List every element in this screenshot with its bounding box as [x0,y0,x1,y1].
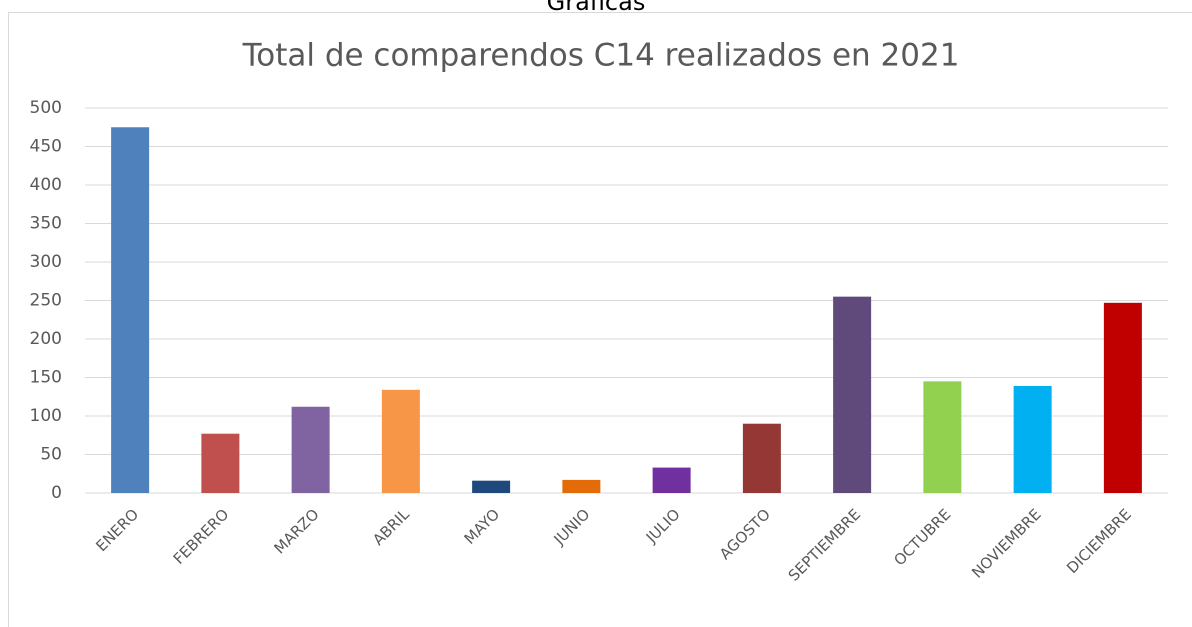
y-tick-label: 100 [30,406,62,426]
x-tick-label: MAYO [461,505,504,548]
bar [923,381,962,493]
y-tick-label: 350 [30,214,62,234]
x-tick-label: NOVIEMBRE [968,505,1044,581]
x-tick-label: MARZO [271,505,323,557]
bar [291,406,330,493]
bar [562,479,601,493]
chart-title: Total de comparendos C14 realizados en 2… [242,38,960,74]
y-tick-label: 150 [30,368,62,388]
x-tick-label: SEPTIEMBRE [785,505,864,584]
bar [111,127,150,493]
bar [652,467,691,493]
x-tick-label: OCTUBRE [890,505,954,569]
x-tick-label: JUNIO [550,505,594,549]
bar [1013,385,1052,493]
y-tick-label: 0 [51,483,62,503]
x-tick-label: AGOSTO [716,505,774,563]
heading-bg [480,0,710,12]
bar [742,423,781,493]
y-tick-label: 400 [30,175,62,195]
bar [472,480,511,493]
x-tick-label: FEBRERO [170,505,233,568]
y-tick-label: 50 [40,445,62,465]
y-tick-label: 300 [30,252,62,272]
bar [1103,302,1142,493]
x-tick-label: ABRIL [369,505,413,549]
y-tick-label: 200 [30,329,62,349]
bar [833,296,872,493]
x-tick-label: ENERO [92,505,142,555]
bar [201,433,240,493]
x-tick-label: DICIEMBRE [1063,505,1135,577]
x-tick-label: JULIO [642,505,684,547]
y-tick-label: 450 [30,137,62,157]
y-tick-label: 250 [30,291,62,311]
chart-frame [8,12,1192,627]
bar [381,389,420,493]
y-tick-label: 500 [30,98,62,118]
page-heading: Gráficas [547,0,646,16]
